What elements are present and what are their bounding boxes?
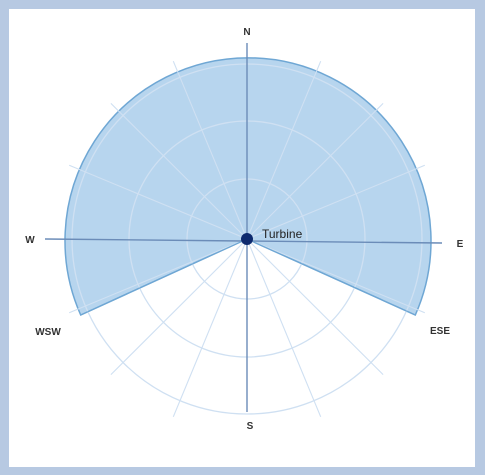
- label-wsw: WSW: [35, 327, 61, 338]
- spoke: [246, 238, 426, 314]
- spoke: [246, 60, 322, 240]
- spoke: [68, 164, 248, 240]
- spoke: [246, 164, 426, 240]
- turbine-label: Turbine: [262, 227, 303, 241]
- label-south: S: [247, 421, 254, 432]
- spoke: [246, 103, 384, 240]
- spoke: [110, 238, 248, 375]
- spoke: [246, 238, 384, 375]
- spoke: [172, 60, 248, 240]
- label-west: W: [25, 235, 35, 246]
- label-ese: ESE: [430, 326, 450, 337]
- turbine-marker: [241, 233, 253, 245]
- spoke: [246, 238, 322, 418]
- spoke: [68, 238, 248, 314]
- shaded-sector: [64, 57, 432, 316]
- boundary-wsw: [80, 238, 248, 316]
- boundary-ese: [246, 238, 416, 316]
- spoke: [110, 103, 248, 240]
- spoke: [172, 238, 248, 418]
- spokes: [68, 60, 426, 418]
- label-north: N: [243, 27, 250, 38]
- label-east: E: [457, 239, 464, 250]
